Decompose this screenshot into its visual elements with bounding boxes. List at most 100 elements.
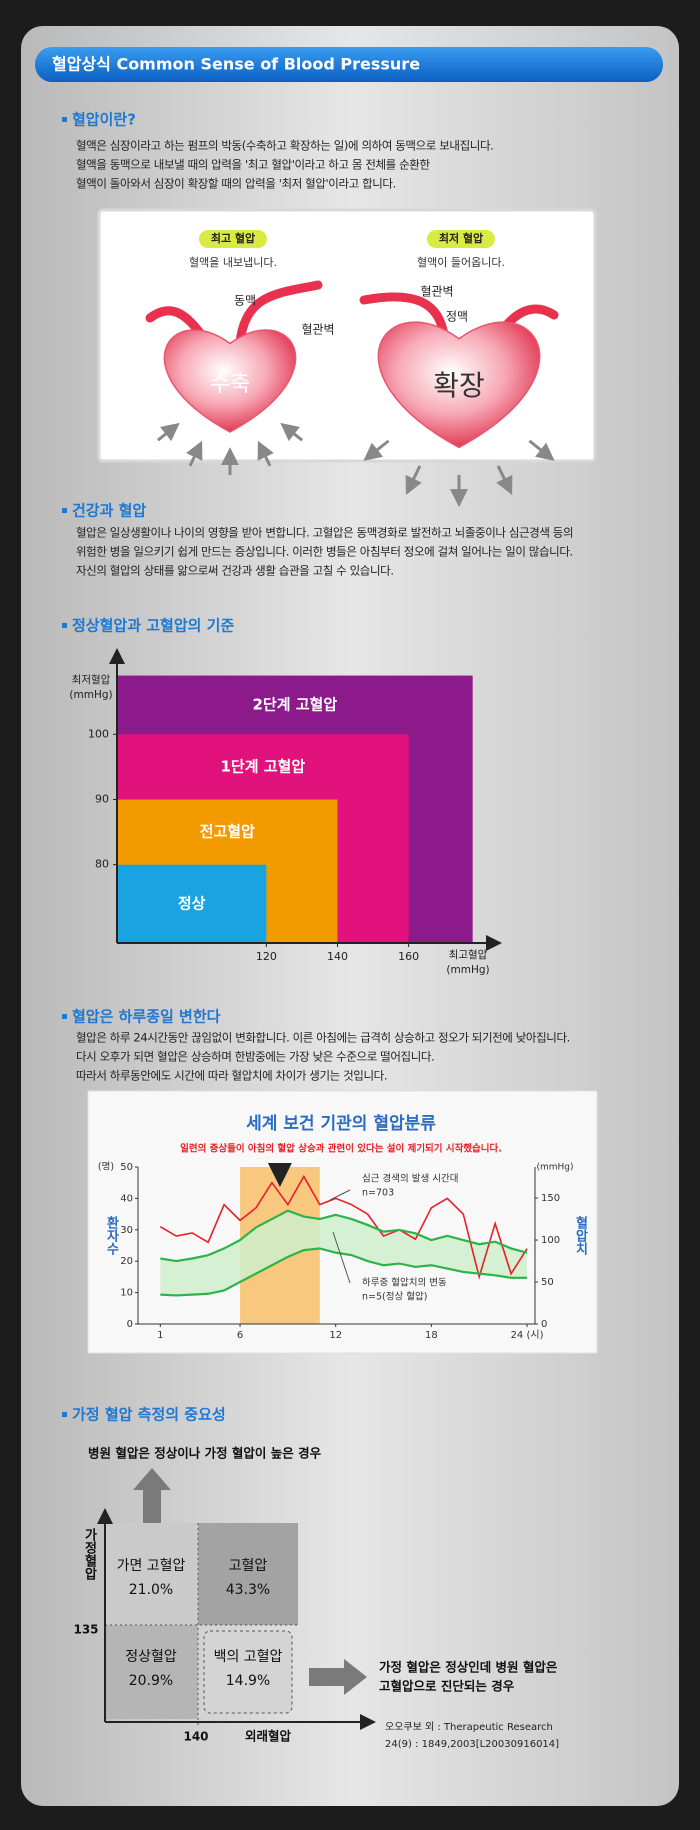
flow-arrow: [528, 439, 555, 461]
y-tick-label: 20: [120, 1256, 133, 1267]
y-tick-label: 90: [95, 793, 109, 806]
y-axis-label: 환자수: [104, 1215, 119, 1256]
heart-label: 수축: [210, 372, 250, 397]
y2-tick-label: 150: [541, 1193, 560, 1204]
y2-axis-label: 혈압치: [573, 1215, 588, 1256]
badge: [199, 230, 267, 248]
vessel: [359, 292, 449, 340]
x-tick-label: 1: [157, 1330, 163, 1341]
series-line: [159, 1174, 528, 1280]
quadrant: [105, 1523, 198, 1625]
quadrant-share: 43.3%: [226, 1582, 270, 1598]
vessel-label: 동맥: [234, 294, 256, 308]
y-tick-label: 40: [120, 1193, 133, 1204]
bp-region: [117, 864, 267, 943]
badge: [427, 230, 495, 248]
x-tick-label: 12: [329, 1330, 342, 1341]
heart: [377, 321, 541, 449]
quadrant-share: 14.9%: [226, 1673, 270, 1689]
body-text: 혈액은 심장이라고 하는 펌프의 박동(수축하고 확장하는 일)에 의하여 동맥…: [76, 139, 493, 153]
y-axis-label: (mmHg): [69, 689, 112, 701]
quadrant: [198, 1523, 298, 1625]
x-axis-label: 최고혈압: [449, 948, 488, 961]
vessel-label: 혈관벽: [301, 323, 334, 337]
x-tick-label: 120: [256, 950, 277, 963]
y-tick-label: 0: [127, 1319, 133, 1330]
x-tick-label: 6: [237, 1330, 243, 1341]
vessel: [235, 280, 323, 348]
quadrant-name: 백의 고혈압: [214, 1649, 283, 1665]
bullet: [62, 1412, 67, 1417]
bullet: [62, 508, 67, 513]
flow-arrow: [405, 465, 422, 495]
region-label: 정상: [178, 894, 206, 912]
vessel-label: 혈관벽: [420, 285, 453, 299]
source: 오오쿠보 외 : Therapeutic Research: [385, 1721, 553, 1733]
x-axis-label: 외래혈압: [245, 1729, 292, 1744]
right-caption: 고혈압으로 진단되는 경우: [379, 1679, 515, 1694]
quadrant: [203, 1630, 293, 1714]
annotation-leader: [332, 1231, 351, 1284]
heart-label: 확장: [433, 369, 485, 402]
region-label: 2단계 고혈압: [252, 695, 337, 713]
x-tick-label: 160: [398, 950, 419, 963]
body-text: 혈압은 일상생활이나 나이의 영향을 받아 변합니다. 고혈압은 동맥경화로 발…: [76, 526, 573, 540]
x-tick-label: 18: [425, 1330, 438, 1341]
up-arrow: [133, 1468, 171, 1534]
caption: 혈액이 들어옵니다.: [417, 255, 505, 269]
body-text: 혈압은 하루 24시간동안 끊임없이 변화합니다. 이른 아침에는 급격히 상승…: [76, 1031, 570, 1045]
chart-title: 세계 보건 기관의 혈압분류: [246, 1113, 436, 1134]
y-tick-label: 10: [120, 1288, 133, 1299]
top-caption: 병원 혈압은 정상이나 가정 혈압이 높은 경우: [88, 1446, 322, 1461]
x-axis-label: (mmHg): [446, 964, 489, 976]
annotation: n=5(정상 혈압): [362, 1291, 427, 1303]
flow-arrow: [363, 439, 390, 461]
body-text: 따라서 하루동안에도 시간에 따라 혈압치에 차이가 생기는 것입니다.: [76, 1069, 387, 1083]
flow-arrow: [280, 422, 304, 442]
region-label: 1단계 고혈압: [220, 757, 305, 775]
x-tick-label: 140: [327, 950, 348, 963]
flow-arrow: [186, 440, 203, 467]
bullet: [62, 117, 67, 122]
quadrant-name: 가면 고혈압: [117, 1558, 186, 1574]
y2-tick-label: 50: [541, 1277, 554, 1288]
threshold-label: 140: [183, 1730, 208, 1744]
y-tick-label: 100: [88, 727, 109, 740]
vessel: [145, 306, 205, 338]
badge-text: 최저 혈압: [439, 231, 483, 245]
flow-arrow: [257, 440, 274, 467]
y2-tick-label: 0: [541, 1319, 547, 1330]
body-text: 혈액을 동맥으로 내보낼 때의 압력을 '최고 혈압'이라고 하고 몸 전체를 …: [76, 158, 430, 172]
body-text: 위험한 병을 일으키기 쉽게 만드는 증상입니다. 이러한 병들은 아침부터 정…: [76, 545, 573, 559]
y-tick-label: 80: [95, 858, 109, 871]
right-arrow: [309, 1659, 367, 1695]
y-tick-label: 50: [120, 1162, 133, 1173]
header-bar: [35, 47, 663, 82]
body-text: 다시 오후가 되면 혈압은 상승하며 한밤중에는 가장 낮은 수준으로 떨어집니…: [76, 1050, 434, 1064]
quadrant-name: 고혈압: [229, 1558, 268, 1574]
vessel-label: 정맥: [446, 310, 468, 324]
body-text: 자신의 혈압의 상태를 앎으로써 건강과 생활 습관을 고칠 수 있습니다.: [76, 564, 394, 578]
series-line: [160, 1247, 528, 1297]
badge-text: 최고 혈압: [211, 231, 255, 245]
body-text: 혈액이 돌아와서 심장이 확장할 때의 압력을 '최저 혈압'이라고 합니다.: [76, 177, 396, 191]
series-line: [160, 1209, 528, 1263]
header-title: 혈압상식 Common Sense of Blood Pressure: [52, 55, 420, 74]
section-heading: 건강과 혈압: [72, 502, 146, 520]
section-heading: 가정 혈압 측정의 중요성: [72, 1406, 226, 1424]
annotation-leader: [329, 1189, 351, 1201]
section-heading: 혈압이란?: [72, 111, 136, 129]
x-tick-label: 24 (시): [511, 1329, 544, 1341]
y-tick-label: 30: [120, 1225, 133, 1236]
source: 24(9) : 1849,2003[L20030916014]: [385, 1739, 559, 1750]
bullet: [62, 623, 67, 628]
annotation: 심근 경색의 발생 시간대: [362, 1173, 458, 1185]
y-axis-label: 최저혈압: [72, 673, 111, 686]
bullet: [62, 1014, 67, 1019]
annotation: n=703: [362, 1188, 394, 1199]
quadrant-name: 정상혈압: [125, 1649, 177, 1665]
quadrant-share: 20.9%: [129, 1673, 173, 1689]
chart-subtitle: 일련의 증상들이 아침의 혈압 상승과 관련이 있다는 설이 제기되기 시작했습…: [180, 1143, 502, 1155]
